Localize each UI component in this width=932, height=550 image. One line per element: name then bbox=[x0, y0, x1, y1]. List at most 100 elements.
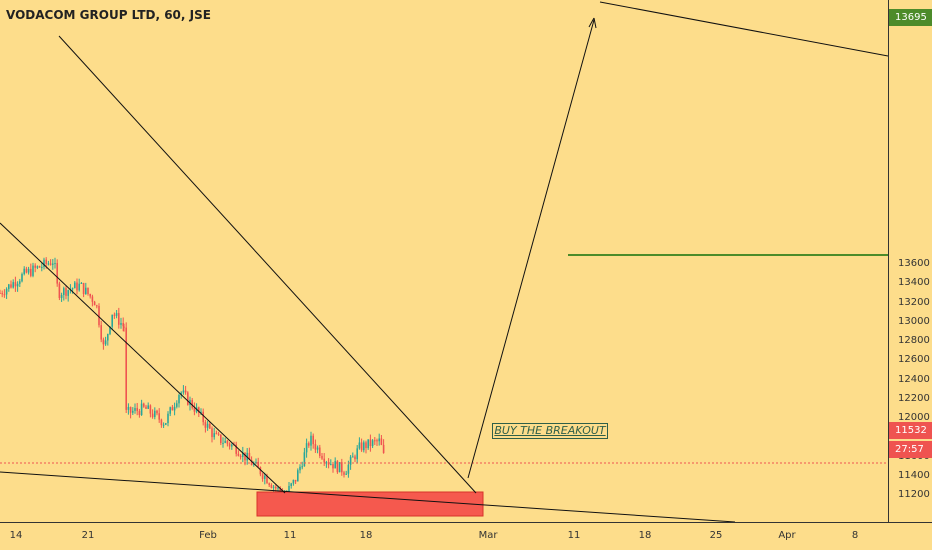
candle-body bbox=[191, 400, 193, 408]
y-tick-label: 12400 bbox=[898, 373, 930, 385]
candle-body bbox=[365, 442, 367, 449]
candlestick-series bbox=[0, 257, 385, 499]
candle-body bbox=[323, 458, 325, 463]
candle-body bbox=[316, 447, 319, 450]
candle-body bbox=[74, 282, 76, 289]
candle-body bbox=[239, 455, 242, 458]
candle-body bbox=[200, 411, 202, 413]
chart-title: VODACOM GROUP LTD, 60, JSE bbox=[6, 8, 211, 22]
candle-body bbox=[10, 284, 12, 288]
y-tick-label: 11200 bbox=[898, 489, 930, 500]
candle-body bbox=[209, 423, 211, 429]
candle-body bbox=[228, 443, 231, 447]
candle-body bbox=[136, 408, 138, 412]
candle-body bbox=[204, 422, 207, 428]
candle-body bbox=[202, 411, 204, 423]
candle-body bbox=[380, 438, 383, 445]
candle-body bbox=[290, 483, 292, 486]
candle-body bbox=[138, 411, 141, 416]
candle-body bbox=[343, 472, 345, 475]
candle-body bbox=[259, 467, 262, 475]
buy-the-breakout-annotation[interactable]: BUY THE BREAKOUT bbox=[492, 423, 608, 439]
candle-body bbox=[235, 444, 237, 454]
candle-body bbox=[231, 444, 233, 447]
support-zone[interactable] bbox=[256, 491, 484, 517]
candle-body bbox=[369, 439, 372, 447]
candle-body bbox=[242, 452, 244, 458]
candle-body bbox=[292, 479, 295, 484]
candle-body bbox=[371, 440, 374, 447]
lower-channel-trendline[interactable] bbox=[0, 222, 286, 494]
candle-body bbox=[173, 406, 176, 411]
candle-body bbox=[78, 283, 80, 291]
candle-body bbox=[178, 395, 180, 404]
candle-body bbox=[67, 290, 69, 296]
candle-body bbox=[169, 407, 171, 414]
x-tick-label: 11 bbox=[283, 530, 297, 541]
candle-body bbox=[319, 447, 321, 456]
candle-body bbox=[167, 413, 169, 424]
candle-body bbox=[321, 455, 323, 459]
candle-body bbox=[71, 288, 74, 290]
candle-body bbox=[16, 283, 19, 287]
candle-body bbox=[354, 456, 356, 460]
candle-body bbox=[224, 440, 226, 443]
candle-body bbox=[96, 305, 98, 307]
candle-body bbox=[303, 452, 306, 467]
candle-body bbox=[349, 456, 352, 465]
candle-body bbox=[32, 265, 34, 276]
candle-body bbox=[314, 444, 317, 450]
candle-body bbox=[65, 288, 67, 296]
candle-body bbox=[0, 292, 1, 294]
candle-body bbox=[266, 475, 268, 484]
bar-countdown-label: 27:57 bbox=[889, 441, 932, 458]
upper-channel-trendline[interactable] bbox=[58, 35, 477, 494]
candle-body bbox=[63, 288, 65, 296]
candle-body bbox=[54, 263, 56, 265]
candle-body bbox=[308, 443, 310, 446]
candle-body bbox=[45, 259, 47, 264]
candle-body bbox=[158, 413, 160, 420]
candle-body bbox=[82, 282, 85, 295]
candle-body bbox=[253, 463, 255, 466]
candle-body bbox=[120, 323, 122, 325]
candle-body bbox=[52, 263, 54, 265]
candle-body bbox=[176, 403, 178, 407]
candle-body bbox=[85, 287, 87, 295]
long-resistance-trendline[interactable] bbox=[599, 1, 889, 57]
candle-body bbox=[89, 294, 91, 297]
candle-body bbox=[367, 439, 369, 449]
x-tick-label: Feb bbox=[199, 530, 217, 541]
candle-body bbox=[345, 473, 347, 475]
candle-body bbox=[237, 453, 240, 456]
y-tick-label: 12800 bbox=[898, 335, 930, 347]
candle-body bbox=[8, 284, 10, 289]
long-support-trendline[interactable] bbox=[0, 471, 736, 523]
x-tick-label: 14 bbox=[9, 530, 23, 541]
y-tick-label: 13200 bbox=[898, 296, 930, 308]
candle-body bbox=[25, 268, 28, 273]
candle-body bbox=[299, 466, 301, 471]
candle-body bbox=[334, 461, 336, 469]
candle-body bbox=[3, 294, 6, 296]
candle-body bbox=[149, 405, 152, 414]
candle-body bbox=[198, 407, 200, 413]
trendline-drawings[interactable] bbox=[0, 1, 889, 523]
candle-body bbox=[143, 403, 145, 407]
price-axis-border bbox=[888, 0, 889, 522]
candle-body bbox=[156, 410, 158, 414]
candle-body bbox=[226, 440, 229, 444]
candle-body bbox=[23, 268, 25, 275]
x-tick-label: 8 bbox=[851, 530, 859, 541]
candle-body bbox=[93, 301, 96, 306]
candle-body bbox=[330, 464, 332, 466]
candle-body bbox=[1, 293, 3, 295]
y-tick-label: 12200 bbox=[898, 392, 930, 404]
breakout-projection-arrow[interactable] bbox=[467, 19, 595, 479]
candle-body bbox=[104, 340, 107, 345]
candle-body bbox=[222, 442, 224, 444]
candle-body bbox=[360, 442, 363, 451]
candle-body bbox=[279, 487, 281, 492]
candle-body bbox=[118, 313, 120, 325]
